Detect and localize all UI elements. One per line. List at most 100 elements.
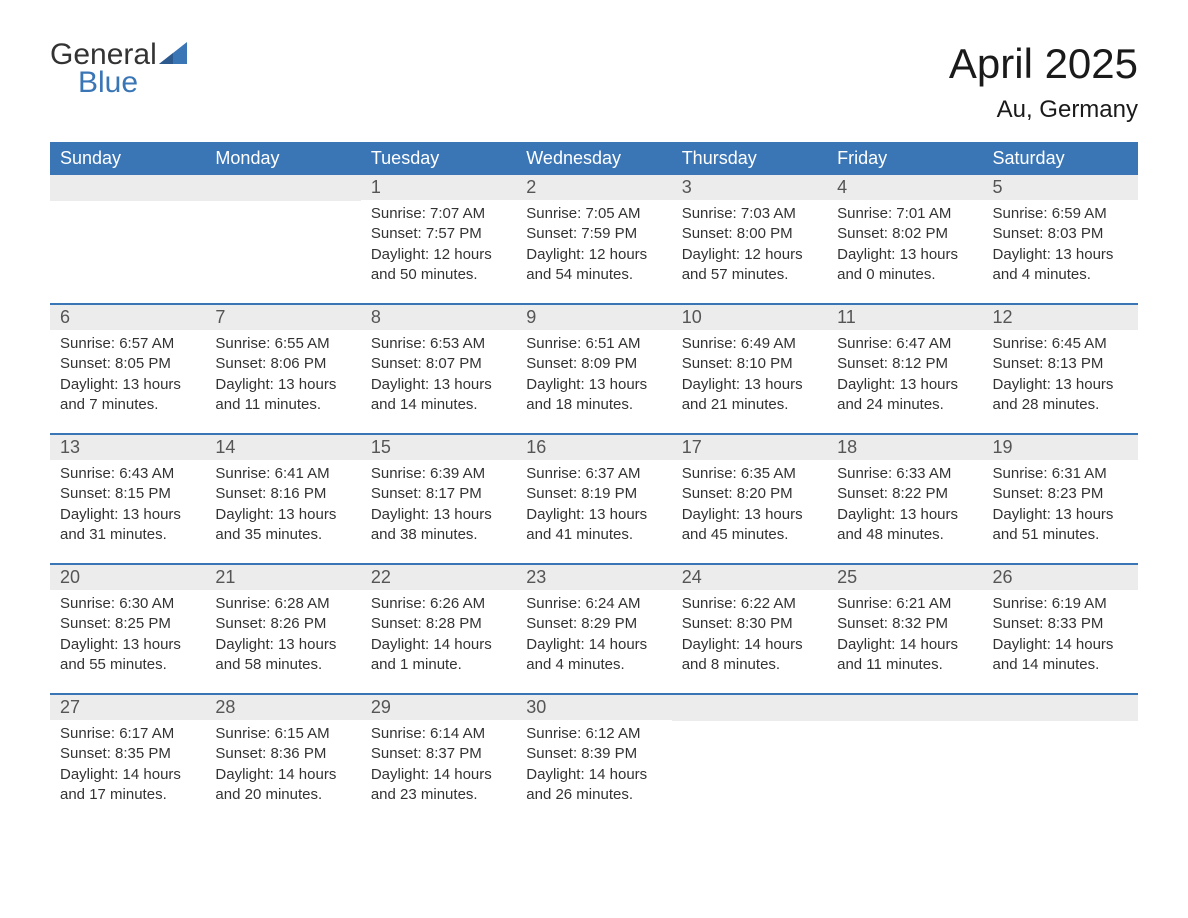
day-cell: 9 Sunrise: 6:51 AMSunset: 8:09 PMDaylight…	[516, 305, 671, 425]
day-cell: 18 Sunrise: 6:33 AMSunset: 8:22 PMDayligh…	[827, 435, 982, 555]
day-number: 5	[993, 177, 1003, 197]
day-cell: 29 Sunrise: 6:14 AMSunset: 8:37 PMDayligh…	[361, 695, 516, 815]
day-cell: 27Sunrise: 6:17 AMSunset: 8:35 PMDayligh…	[50, 695, 205, 815]
day-number-row: 20	[50, 565, 205, 590]
week-row: 6 Sunrise: 6:57 AMSunset: 8:05 PMDaylight…	[50, 303, 1138, 425]
calendar: SundayMondayTuesdayWednesdayThursdayFrid…	[50, 142, 1138, 815]
week-row: 20 Sunrise: 6:30 AMSunset: 8:25 PMDayligh…	[50, 563, 1138, 685]
day-cell	[983, 695, 1138, 815]
day-number: 9	[526, 307, 536, 327]
day-number-row: 21	[205, 565, 360, 590]
day-number-row: 18	[827, 435, 982, 460]
day-body: Sunrise: 6:21 AMSunset: 8:32 PMDaylight:…	[837, 594, 972, 675]
day-number-row: 7	[205, 305, 360, 330]
day-number: 14	[215, 437, 235, 457]
header-bar: General Blue April 2025 Au, Germany	[50, 40, 1138, 124]
day-number-row: 22	[361, 565, 516, 590]
day-cell	[50, 175, 205, 295]
day-cell: 3Sunrise: 7:03 AMSunset: 8:00 PMDaylight…	[672, 175, 827, 295]
day-number-row: 26	[983, 565, 1138, 590]
day-number: 2	[526, 177, 536, 197]
day-body: Sunrise: 6:47 AMSunset: 8:12 PMDaylight:…	[837, 334, 972, 415]
day-number-row: 23	[516, 565, 671, 590]
day-body: Sunrise: 6:51 AMSunset: 8:09 PMDaylight:…	[526, 334, 661, 415]
weekday-header: Friday	[827, 142, 982, 175]
day-number-row: 6	[50, 305, 205, 330]
day-cell: 7 Sunrise: 6:55 AMSunset: 8:06 PMDaylight…	[205, 305, 360, 425]
day-number-row: 14	[205, 435, 360, 460]
day-cell: 5Sunrise: 6:59 AMSunset: 8:03 PMDaylight…	[983, 175, 1138, 295]
day-number: 30	[526, 697, 546, 717]
day-cell: 28 Sunrise: 6:15 AMSunset: 8:36 PMDayligh…	[205, 695, 360, 815]
day-number: 21	[215, 567, 235, 587]
day-number: 16	[526, 437, 546, 457]
day-number-row: 1	[361, 175, 516, 200]
location-label: Au, Germany	[949, 96, 1138, 124]
day-cell: 30 Sunrise: 6:12 AMSunset: 8:39 PMDayligh…	[516, 695, 671, 815]
day-number-row	[827, 695, 982, 721]
day-body: Sunrise: 6:14 AMSunset: 8:37 PMDaylight:…	[371, 724, 506, 805]
day-body: Sunrise: 6:28 AMSunset: 8:26 PMDaylight:…	[215, 594, 350, 675]
day-number-row: 25	[827, 565, 982, 590]
day-cell: 8 Sunrise: 6:53 AMSunset: 8:07 PMDaylight…	[361, 305, 516, 425]
day-number: 18	[837, 437, 857, 457]
day-number-row: 8	[361, 305, 516, 330]
title-block: April 2025 Au, Germany	[949, 40, 1138, 124]
day-body: Sunrise: 6:30 AMSunset: 8:25 PMDaylight:…	[60, 594, 195, 675]
day-cell: 11Sunrise: 6:47 AMSunset: 8:12 PMDayligh…	[827, 305, 982, 425]
day-number-row	[983, 695, 1138, 721]
day-cell: 10Sunrise: 6:49 AMSunset: 8:10 PMDayligh…	[672, 305, 827, 425]
day-body: Sunrise: 6:19 AMSunset: 8:33 PMDaylight:…	[993, 594, 1128, 675]
day-number-row: 16	[516, 435, 671, 460]
day-body: Sunrise: 6:55 AMSunset: 8:06 PMDaylight:…	[215, 334, 350, 415]
day-number: 13	[60, 437, 80, 457]
day-number: 12	[993, 307, 1013, 327]
day-number-row: 13	[50, 435, 205, 460]
day-number: 27	[60, 697, 80, 717]
day-body: Sunrise: 6:41 AMSunset: 8:16 PMDaylight:…	[215, 464, 350, 545]
day-cell: 17 Sunrise: 6:35 AMSunset: 8:20 PMDayligh…	[672, 435, 827, 555]
day-number-row	[672, 695, 827, 721]
day-cell	[205, 175, 360, 295]
day-body: Sunrise: 6:12 AMSunset: 8:39 PMDaylight:…	[526, 724, 661, 805]
day-body: Sunrise: 7:01 AMSunset: 8:02 PMDaylight:…	[837, 204, 972, 285]
week-row: 13Sunrise: 6:43 AMSunset: 8:15 PMDayligh…	[50, 433, 1138, 555]
day-number: 26	[993, 567, 1013, 587]
day-cell: 22Sunrise: 6:26 AMSunset: 8:28 PMDayligh…	[361, 565, 516, 685]
day-cell: 24Sunrise: 6:22 AMSunset: 8:30 PMDayligh…	[672, 565, 827, 685]
day-number: 10	[682, 307, 702, 327]
day-number: 25	[837, 567, 857, 587]
day-body: Sunrise: 6:39 AMSunset: 8:17 PMDaylight:…	[371, 464, 506, 545]
weeks-container: 1Sunrise: 7:07 AMSunset: 7:57 PMDaylight…	[50, 175, 1138, 815]
day-cell: 23 Sunrise: 6:24 AMSunset: 8:29 PMDayligh…	[516, 565, 671, 685]
weekday-header: Tuesday	[361, 142, 516, 175]
day-number: 7	[215, 307, 225, 327]
day-cell	[672, 695, 827, 815]
day-body: Sunrise: 6:35 AMSunset: 8:20 PMDaylight:…	[682, 464, 817, 545]
day-number: 19	[993, 437, 1013, 457]
day-body: Sunrise: 6:53 AMSunset: 8:07 PMDaylight:…	[371, 334, 506, 415]
week-row: 1Sunrise: 7:07 AMSunset: 7:57 PMDaylight…	[50, 175, 1138, 295]
day-cell: 21 Sunrise: 6:28 AMSunset: 8:26 PMDayligh…	[205, 565, 360, 685]
day-body: Sunrise: 6:24 AMSunset: 8:29 PMDaylight:…	[526, 594, 661, 675]
day-body: Sunrise: 6:45 AMSunset: 8:13 PMDaylight:…	[993, 334, 1128, 415]
day-body: Sunrise: 6:57 AMSunset: 8:05 PMDaylight:…	[60, 334, 195, 415]
day-cell: 4Sunrise: 7:01 AMSunset: 8:02 PMDaylight…	[827, 175, 982, 295]
day-cell: 14 Sunrise: 6:41 AMSunset: 8:16 PMDayligh…	[205, 435, 360, 555]
day-number-row: 9	[516, 305, 671, 330]
day-number-row: 29	[361, 695, 516, 720]
day-number: 15	[371, 437, 391, 457]
day-cell: 12 Sunrise: 6:45 AMSunset: 8:13 PMDayligh…	[983, 305, 1138, 425]
day-number-row: 17	[672, 435, 827, 460]
day-cell: 15 Sunrise: 6:39 AMSunset: 8:17 PMDayligh…	[361, 435, 516, 555]
day-body: Sunrise: 7:03 AMSunset: 8:00 PMDaylight:…	[682, 204, 817, 285]
day-cell: 19Sunrise: 6:31 AMSunset: 8:23 PMDayligh…	[983, 435, 1138, 555]
day-body: Sunrise: 6:33 AMSunset: 8:22 PMDaylight:…	[837, 464, 972, 545]
day-cell: 1Sunrise: 7:07 AMSunset: 7:57 PMDaylight…	[361, 175, 516, 295]
day-number: 28	[215, 697, 235, 717]
day-body: Sunrise: 7:05 AMSunset: 7:59 PMDaylight:…	[526, 204, 661, 285]
day-number-row: 15	[361, 435, 516, 460]
day-body: Sunrise: 6:37 AMSunset: 8:19 PMDaylight:…	[526, 464, 661, 545]
day-number-row: 2	[516, 175, 671, 200]
day-body: Sunrise: 6:15 AMSunset: 8:36 PMDaylight:…	[215, 724, 350, 805]
